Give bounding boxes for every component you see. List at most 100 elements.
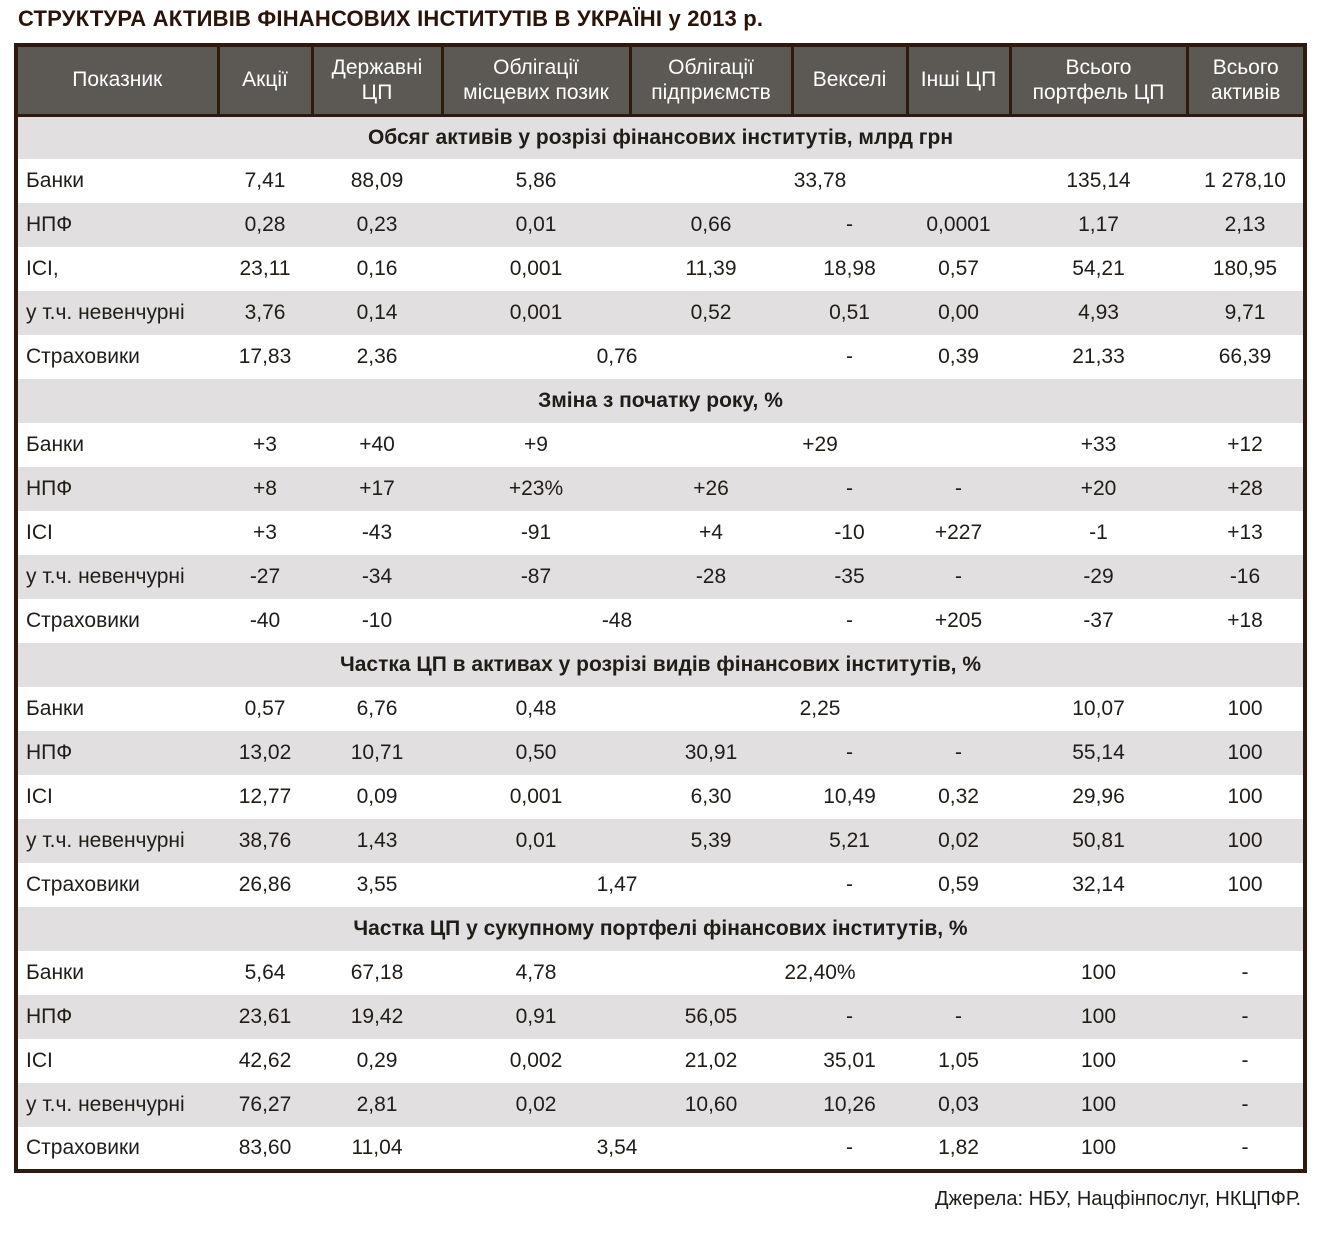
value-cell: 0,29 bbox=[312, 1039, 442, 1083]
value-cell: 0,00 bbox=[907, 291, 1010, 335]
table-row: Банки 5,64 67,18 4,78 22,40% 100- bbox=[16, 951, 1305, 995]
value-cell: 10,71 bbox=[312, 731, 442, 775]
value-cell: 0,76 bbox=[442, 335, 792, 379]
value-cell: -91 bbox=[442, 511, 630, 555]
table-header: Показник Акції Державні ЦП Облігації місцев… bbox=[14, 43, 1307, 117]
value-cell: 0,57 bbox=[218, 687, 312, 731]
value-cell: 1,17 bbox=[1010, 203, 1187, 247]
value-cell: 54,21 bbox=[1010, 247, 1187, 291]
value-cell: 10,60 bbox=[630, 1083, 792, 1127]
table-row: Страховики 83,60 11,04 3,54-1,82 100- bbox=[16, 1127, 1305, 1171]
value-cell: +26 bbox=[630, 467, 792, 511]
value-cell: - bbox=[792, 995, 907, 1039]
value-cell: +3 bbox=[218, 511, 312, 555]
column-header-8: Всього активів bbox=[1185, 43, 1307, 117]
value-cell: 7,41 bbox=[218, 159, 312, 203]
value-cell: +3 bbox=[218, 423, 312, 467]
row-label: Страховики bbox=[16, 599, 218, 643]
value-cell: -28 bbox=[630, 555, 792, 599]
value-cell: 19,42 bbox=[312, 995, 442, 1039]
value-cell: 0,91 bbox=[442, 995, 630, 1039]
value-cell: - bbox=[1187, 1083, 1305, 1127]
value-cell: 0,01 bbox=[442, 819, 630, 863]
value-cell: 83,60 bbox=[218, 1127, 312, 1171]
column-header-7: Всього портфель ЦП bbox=[1008, 43, 1189, 117]
table-row: у т.ч. невенчурні 76,27 2,81 0,02 10,60 10,26… bbox=[16, 1083, 1305, 1127]
value-cell: 22,40% bbox=[630, 951, 1010, 995]
table-row: НПФ 13,02 10,71 0,50 30,91- -55,14 100 bbox=[16, 731, 1305, 775]
value-cell: 42,62 bbox=[218, 1039, 312, 1083]
value-cell: 6,30 bbox=[630, 775, 792, 819]
section-title-2: Частка ЦП в активах у розрізі видів фіна… bbox=[16, 643, 1305, 687]
value-cell: 0,01 bbox=[442, 203, 630, 247]
value-cell: -16 bbox=[1187, 555, 1305, 599]
value-cell: 6,76 bbox=[312, 687, 442, 731]
value-cell: 55,14 bbox=[1010, 731, 1187, 775]
value-cell: -34 bbox=[312, 555, 442, 599]
value-cell: 5,64 bbox=[218, 951, 312, 995]
value-cell: - bbox=[792, 203, 907, 247]
column-header-6: Інші ЦП bbox=[905, 43, 1012, 117]
row-label: ІСІ, bbox=[16, 247, 218, 291]
value-cell: 76,27 bbox=[218, 1083, 312, 1127]
row-label: Банки bbox=[16, 687, 218, 731]
value-cell: +40 bbox=[312, 423, 442, 467]
value-cell: 0,32 bbox=[907, 775, 1010, 819]
table-row: Страховики 26,86 3,55 1,47-0,59 32,14 100 bbox=[16, 863, 1305, 907]
value-cell: 66,39 bbox=[1187, 335, 1305, 379]
value-cell: 17,83 bbox=[218, 335, 312, 379]
value-cell: -43 bbox=[312, 511, 442, 555]
value-cell: 56,05 bbox=[630, 995, 792, 1039]
value-cell: +29 bbox=[630, 423, 1010, 467]
table-row: Страховики -40 -10 -48- +205 -37 +18 bbox=[16, 599, 1305, 643]
value-cell: 23,11 bbox=[218, 247, 312, 291]
section-row-3: Частка ЦП у сукупному портфелі фінансови… bbox=[16, 907, 1305, 951]
value-cell: 100 bbox=[1010, 995, 1187, 1039]
value-cell: 0,66 bbox=[630, 203, 792, 247]
value-cell: 18,98 bbox=[792, 247, 907, 291]
value-cell: 0,002 bbox=[442, 1039, 630, 1083]
value-cell: +205 bbox=[907, 599, 1010, 643]
value-cell: 0,09 bbox=[312, 775, 442, 819]
column-header-5: Векселі bbox=[790, 43, 909, 117]
value-cell: - bbox=[907, 555, 1010, 599]
value-cell: 0,48 bbox=[442, 687, 630, 731]
table-row: у т.ч. невенчурні 38,76 1,43 0,01 5,39 5,21 0,… bbox=[16, 819, 1305, 863]
value-cell: 0,59 bbox=[907, 863, 1010, 907]
value-cell: +17 bbox=[312, 467, 442, 511]
value-cell: 135,14 bbox=[1010, 159, 1187, 203]
value-cell: 0,0001 bbox=[907, 203, 1010, 247]
row-label: НПФ bbox=[16, 731, 218, 775]
value-cell: 3,55 bbox=[312, 863, 442, 907]
table-row: ІСІ, 23,11 0,16 0,001 11,39 18,98 0,57 54,21 180… bbox=[16, 247, 1305, 291]
page-title: СТРУКТУРА АКТИВІВ ФІНАНСОВИХ ІНСТИТУТІВ … bbox=[18, 6, 764, 31]
value-cell: 38,76 bbox=[218, 819, 312, 863]
value-cell: 100 bbox=[1010, 1039, 1187, 1083]
value-cell: 100 bbox=[1010, 1083, 1187, 1127]
value-cell: 0,52 bbox=[630, 291, 792, 335]
row-label: НПФ bbox=[16, 467, 218, 511]
header-row: Показник Акції Державні ЦП Облігації місцев… bbox=[14, 43, 1307, 117]
column-header-0: Показник bbox=[14, 43, 220, 117]
value-cell: 11,39 bbox=[630, 247, 792, 291]
value-cell: +13 bbox=[1187, 511, 1305, 555]
row-label: у т.ч. невенчурні bbox=[16, 819, 218, 863]
value-cell: 2,13 bbox=[1187, 203, 1305, 247]
value-cell: -40 bbox=[218, 599, 312, 643]
value-cell: - bbox=[792, 863, 907, 907]
section-row-0: Обсяг активів у розрізі фінансових інсти… bbox=[16, 115, 1305, 159]
table-row: ІСІ 42,62 0,29 0,002 21,02 35,01 1,05 100- bbox=[16, 1039, 1305, 1083]
row-label: НПФ bbox=[16, 203, 218, 247]
value-cell: - bbox=[792, 1127, 907, 1171]
value-cell: 29,96 bbox=[1010, 775, 1187, 819]
column-header-3: Облігації місцевих позик bbox=[440, 43, 632, 117]
value-cell: 32,14 bbox=[1010, 863, 1187, 907]
value-cell: -48 bbox=[442, 599, 792, 643]
value-cell: 4,78 bbox=[442, 951, 630, 995]
value-cell: 30,91 bbox=[630, 731, 792, 775]
table-body: Обсяг активів у розрізі фінансових інсти… bbox=[16, 115, 1305, 1171]
assets-table: Показник Акції Державні ЦП Облігації місцев… bbox=[14, 43, 1307, 1173]
value-cell: +23% bbox=[442, 467, 630, 511]
value-cell: -37 bbox=[1010, 599, 1187, 643]
section-row-1: Зміна з початку року, % bbox=[16, 379, 1305, 423]
